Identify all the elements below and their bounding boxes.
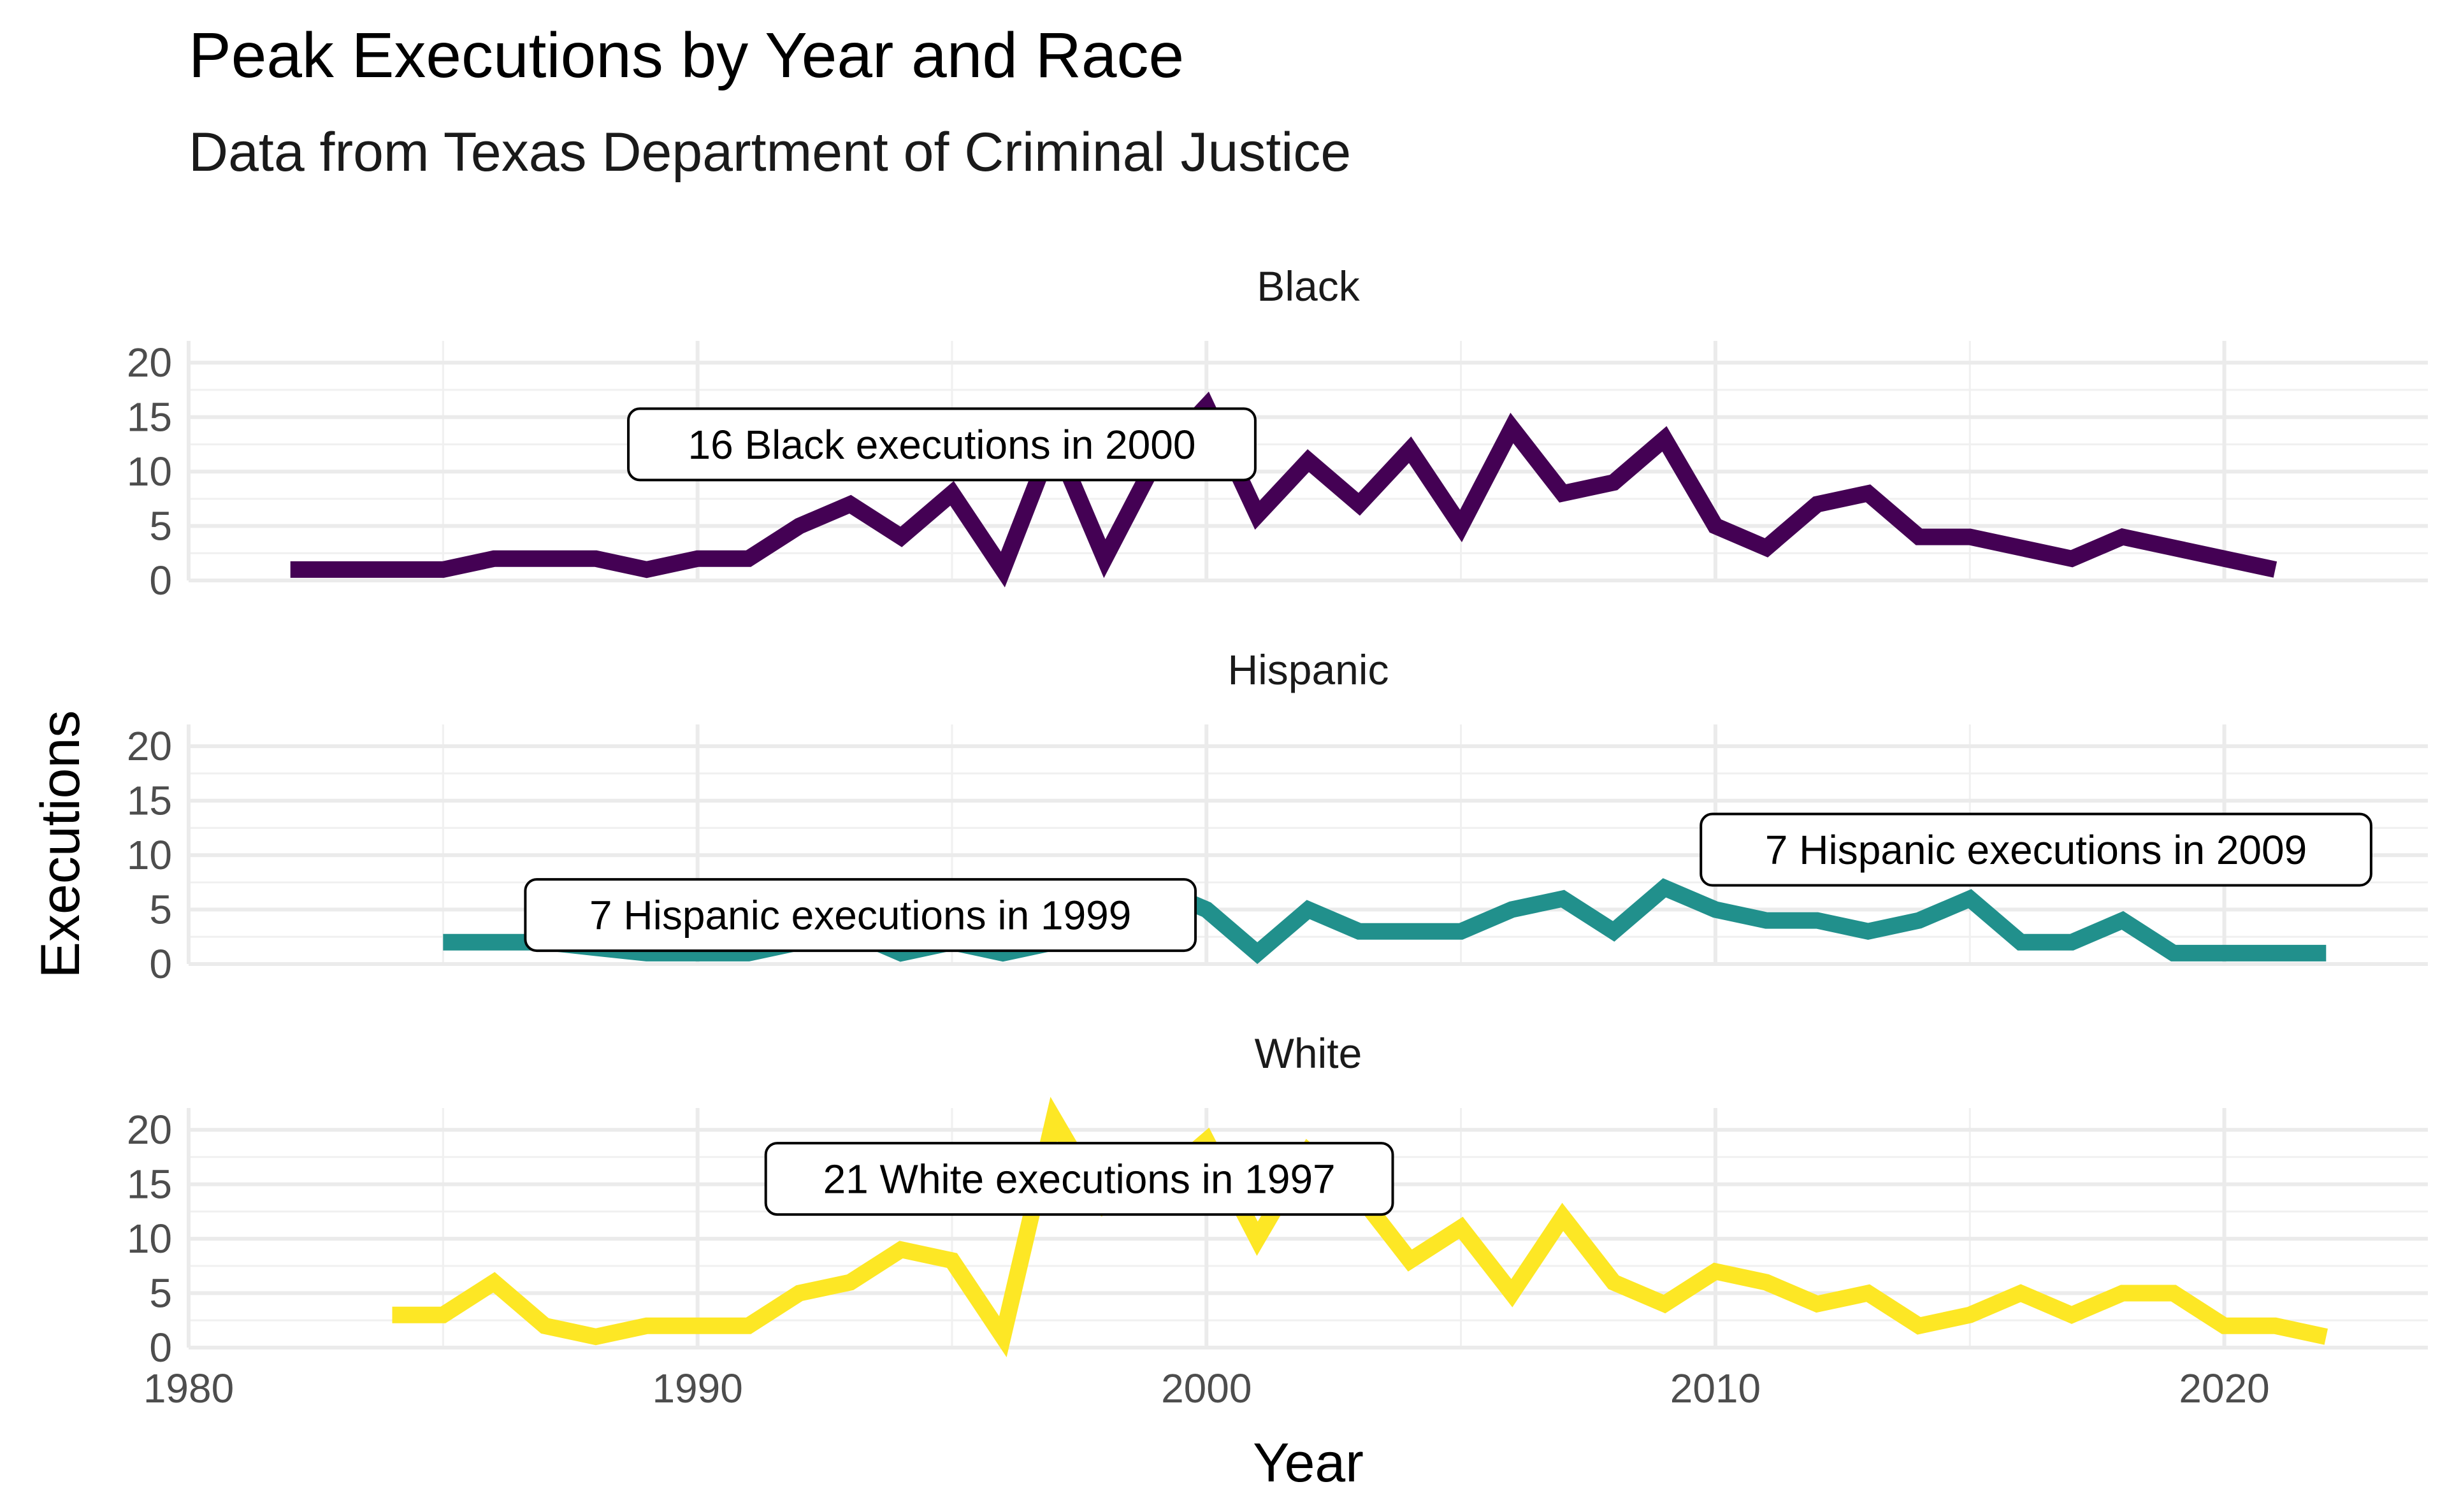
annotation-box <box>764 1142 1394 1216</box>
y-tick-label: 15 <box>127 394 172 440</box>
y-tick-label: 10 <box>127 449 172 494</box>
annotation-label: 21 White executions in 1997 <box>823 1156 1336 1202</box>
annotation-box <box>627 407 1257 482</box>
y-tick-label: 5 <box>149 887 172 933</box>
chart-subtitle: Data from Texas Department of Criminal J… <box>189 122 1352 183</box>
x-tick-label: 1990 <box>652 1365 742 1411</box>
facet-label-hispanic: Hispanic <box>1227 646 1389 693</box>
annotation-label: 16 Black executions in 2000 <box>688 422 1195 468</box>
annotation-label: 7 Hispanic executions in 1999 <box>589 892 1131 938</box>
x-tick-label: 2020 <box>2179 1365 2269 1411</box>
series-line-black <box>290 391 2277 587</box>
y-tick-label: 20 <box>127 1107 172 1153</box>
y-tick-label: 0 <box>149 558 172 603</box>
y-tick-label: 5 <box>149 503 172 549</box>
annotation-box <box>1700 812 2372 887</box>
y-tick-label: 0 <box>149 1325 172 1371</box>
y-tick-label: 10 <box>127 1216 172 1262</box>
annotation-label: 7 Hispanic executions in 2009 <box>1765 827 2307 873</box>
y-tick-label: 5 <box>149 1271 172 1316</box>
chart-title: Peak Executions by Year and Race <box>189 20 1185 91</box>
x-tick-label: 2000 <box>1161 1365 1252 1411</box>
x-tick-label: 1980 <box>143 1365 234 1411</box>
y-tick-label: 0 <box>149 941 172 987</box>
y-tick-label: 20 <box>127 723 172 769</box>
facet-label-black: Black <box>1257 263 1360 310</box>
y-tick-label: 10 <box>127 832 172 878</box>
y-tick-label: 20 <box>127 340 172 385</box>
y-axis-title: Executions <box>30 710 91 979</box>
facet-label-white: White <box>1255 1030 1362 1077</box>
y-tick-label: 15 <box>127 778 172 824</box>
x-axis-title: Year <box>1253 1432 1364 1494</box>
y-tick-label: 15 <box>127 1162 172 1207</box>
x-tick-label: 2010 <box>1670 1365 1761 1411</box>
annotation-box <box>524 878 1197 953</box>
